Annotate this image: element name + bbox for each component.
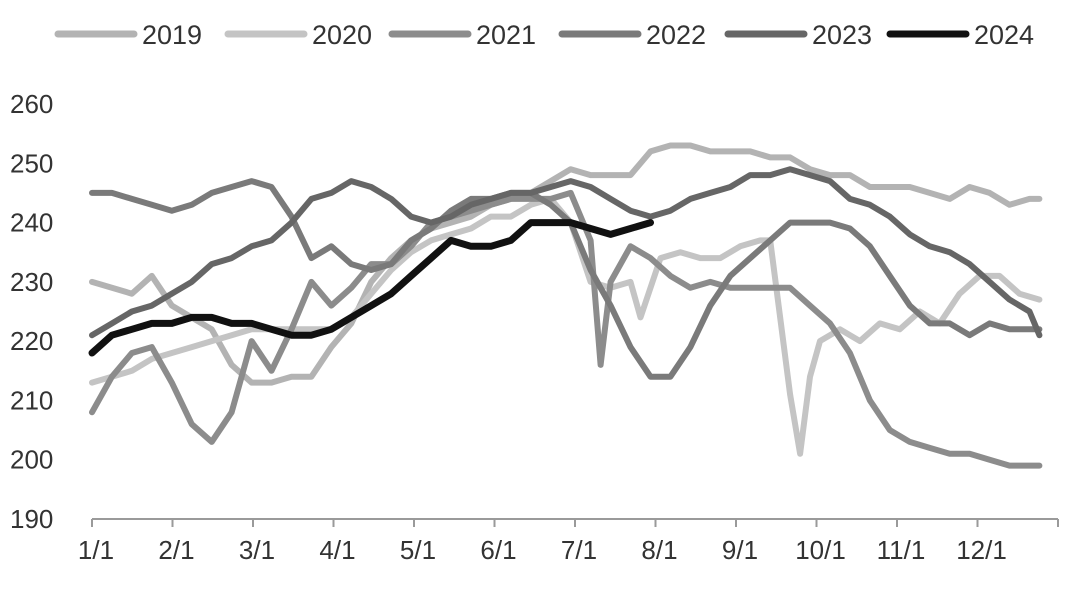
x-tick-label: 8/1 — [641, 535, 677, 565]
x-tick-label: 5/1 — [400, 535, 436, 565]
x-tick-label: 10/1 — [795, 535, 846, 565]
legend-label-2019: 2019 — [142, 20, 202, 50]
y-tick-label: 220 — [10, 326, 53, 356]
legend-label-2022: 2022 — [646, 20, 706, 50]
y-tick-label: 250 — [10, 148, 53, 178]
legend-label-2024: 2024 — [974, 20, 1034, 50]
x-tick-label: 6/1 — [480, 535, 516, 565]
series-line-2020 — [89, 195, 1043, 457]
legend-label-2020: 2020 — [312, 20, 372, 50]
series-line-2024 — [88, 219, 654, 357]
x-tick-label: 2/1 — [158, 535, 194, 565]
legend-label-2023: 2023 — [812, 20, 872, 50]
x-tick-label: 4/1 — [319, 535, 355, 565]
series-line-2023 — [89, 166, 1043, 339]
x-tick-label: 1/1 — [78, 535, 114, 565]
series-line-2022 — [89, 178, 1043, 380]
x-tick-label: 9/1 — [722, 535, 758, 565]
x-axis: 1/1 2/1 3/1 4/1 5/1 6/1 7/1 8/1 9/1 10/1 11/1 12/1 — [78, 518, 1059, 565]
y-tick-label: 190 — [10, 504, 53, 534]
legend-label-2021: 2021 — [476, 20, 536, 50]
y-tick-label: 260 — [10, 89, 53, 119]
x-tick-label: 11/1 — [877, 535, 926, 565]
x-tick-label: 3/1 — [239, 535, 275, 565]
y-axis: 190 200 210 220 230 240 250 260 — [10, 89, 53, 534]
y-tick-label: 210 — [10, 385, 53, 415]
x-tick-label: 12/1 — [956, 535, 1007, 565]
y-tick-label: 240 — [10, 208, 53, 238]
series-line-2019 — [89, 142, 1043, 386]
x-tick-label: 7/1 — [561, 535, 597, 565]
series-layer — [88, 142, 1043, 469]
y-tick-label: 200 — [10, 445, 53, 475]
legend: 2019 2020 2021 2022 2023 2024 — [54, 20, 1034, 50]
y-tick-label: 230 — [10, 267, 53, 297]
series-line-2021 — [89, 189, 1043, 469]
